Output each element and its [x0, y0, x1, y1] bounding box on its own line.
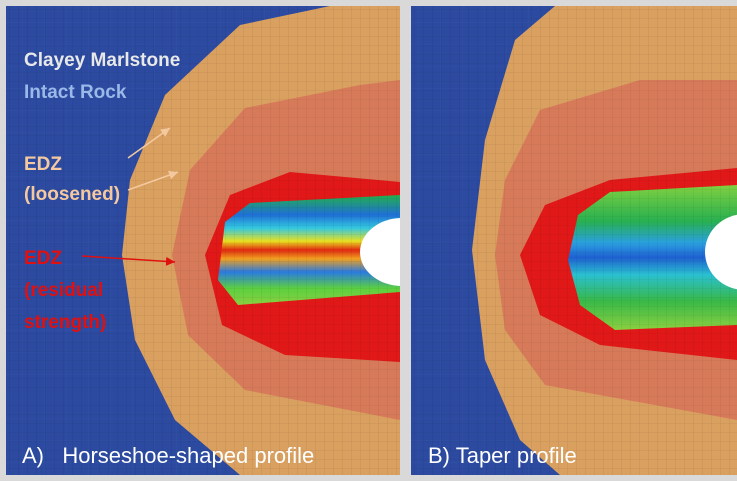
edz-label: EDZ [24, 248, 62, 269]
caption: A) Horseshoe-shaped profile [22, 443, 314, 468]
edz-label: (residual [24, 280, 103, 301]
edz-label: (loosened) [24, 184, 120, 205]
edz-label: EDZ [24, 154, 62, 175]
figure: Clayey Marlstone Intact Rock EDZ (loosen… [0, 0, 737, 481]
caption: B) Taper profile [428, 443, 577, 468]
page: {"panels":[ {"legend":{"title":"Clayey M… [0, 0, 737, 481]
legend-title: Clayey Marlstone [24, 50, 180, 71]
edz-label: strength) [24, 312, 106, 333]
legend-subtitle: Intact Rock [24, 82, 127, 103]
panel-a [6, 6, 444, 475]
panel-b [411, 6, 737, 475]
